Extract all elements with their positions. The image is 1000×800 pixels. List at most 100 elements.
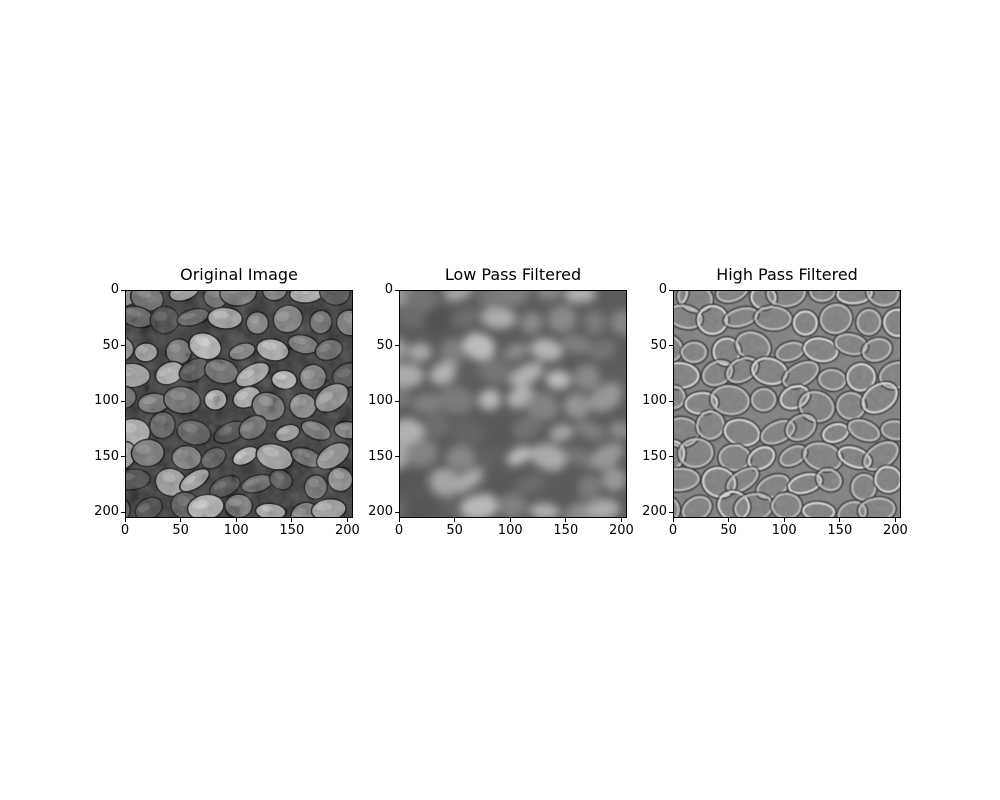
pebble [461,494,498,518]
x-tick-label: 50 [446,523,463,538]
pebble [399,363,425,388]
pebble [874,466,901,493]
pebble [793,310,818,336]
pebble [881,420,901,440]
pebble-edge [673,360,702,391]
pebble [530,338,563,362]
pebble [734,493,773,518]
pebble [573,364,601,391]
pebble [564,502,592,518]
pebble [399,441,411,469]
panel-title: High Pass Filtered [716,265,858,284]
pebble [673,440,685,470]
y-tick-label: 100 [368,393,393,409]
pebble [585,498,621,518]
pebble [423,411,450,439]
pebble [404,290,438,312]
pebble [408,342,432,362]
pebble [515,474,547,493]
pebble-edge [864,290,901,309]
pebble-edge [780,359,821,390]
y-tick [395,456,399,458]
y-tick-label: 50 [376,337,393,353]
pebble-edge [846,417,882,444]
pebble [561,334,593,354]
pebble-edge [749,355,790,387]
y-tick [669,456,673,458]
pebble [399,469,425,491]
pebble [608,421,627,440]
pebble [589,339,617,361]
pebble [494,290,531,306]
pebble-edge [715,489,752,518]
pebble [451,308,483,327]
pebble [513,415,541,440]
pebble-edge [807,290,838,304]
x-tick [454,518,456,522]
x-tick [398,518,400,522]
pebble [866,290,899,307]
pebble [565,447,597,468]
y-tick-label: 50 [650,337,667,353]
pebble-edge [836,444,874,471]
highpass-image [673,290,901,518]
pebble-edge [673,466,702,493]
y-tick [395,511,399,513]
x-tick [565,518,567,522]
pebble [834,333,868,355]
x-tick-label: 150 [827,523,853,538]
pebble [606,362,627,388]
pebble [682,496,712,518]
x-tick-label: 50 [172,523,189,538]
pebble [726,467,759,493]
original-image [125,290,353,518]
x-tick-label: 100 [223,523,249,538]
y-tick [395,400,399,402]
x-tick [124,518,126,522]
y-tick [669,400,673,402]
pebble [751,388,776,412]
panel-highpass: High Pass Filtered 0 0 50 50 100 100 150 150 2 [642,265,908,538]
pebble [673,468,700,491]
pebble [475,447,500,469]
panel-title: Original Image [180,265,298,284]
y-tick-label: 200 [94,504,119,520]
x-tick-label: 100 [497,523,523,538]
pebble [816,468,842,491]
pebble [563,290,598,304]
pebble-edge [675,290,715,314]
y-tick-label: 50 [102,337,119,353]
pebble [483,475,515,498]
pebble-edge [872,464,901,495]
pebble [809,290,836,302]
y-tick [669,345,673,347]
y-tick [669,289,673,291]
pebble [710,385,750,415]
x-tick [291,518,293,522]
pebble [453,358,483,382]
x-tick [620,518,622,522]
pebble [526,392,559,421]
pebble [858,497,896,518]
pebble [802,502,835,518]
x-tick [728,518,730,522]
panel-lowpass: Low Pass Filtered 0 0 50 50 100 100 150 150 200 2… [368,265,634,538]
pebble-edge [679,340,709,365]
pebble [445,445,476,470]
pebble-edge [673,303,705,331]
pebble-edge [834,290,875,306]
pebble [503,342,530,361]
pebble-edge [676,436,715,470]
pebble [681,341,707,363]
pebble [409,497,437,518]
y-tick [121,456,125,458]
y-tick [121,345,125,347]
pebble-edge [673,438,687,472]
pebble [429,468,461,497]
pebble-edge [716,442,753,473]
panel-title: Low Pass Filtered [444,265,582,284]
pebble [786,414,816,441]
pebble [673,496,680,518]
pebble [478,389,501,411]
pebble [697,305,728,335]
